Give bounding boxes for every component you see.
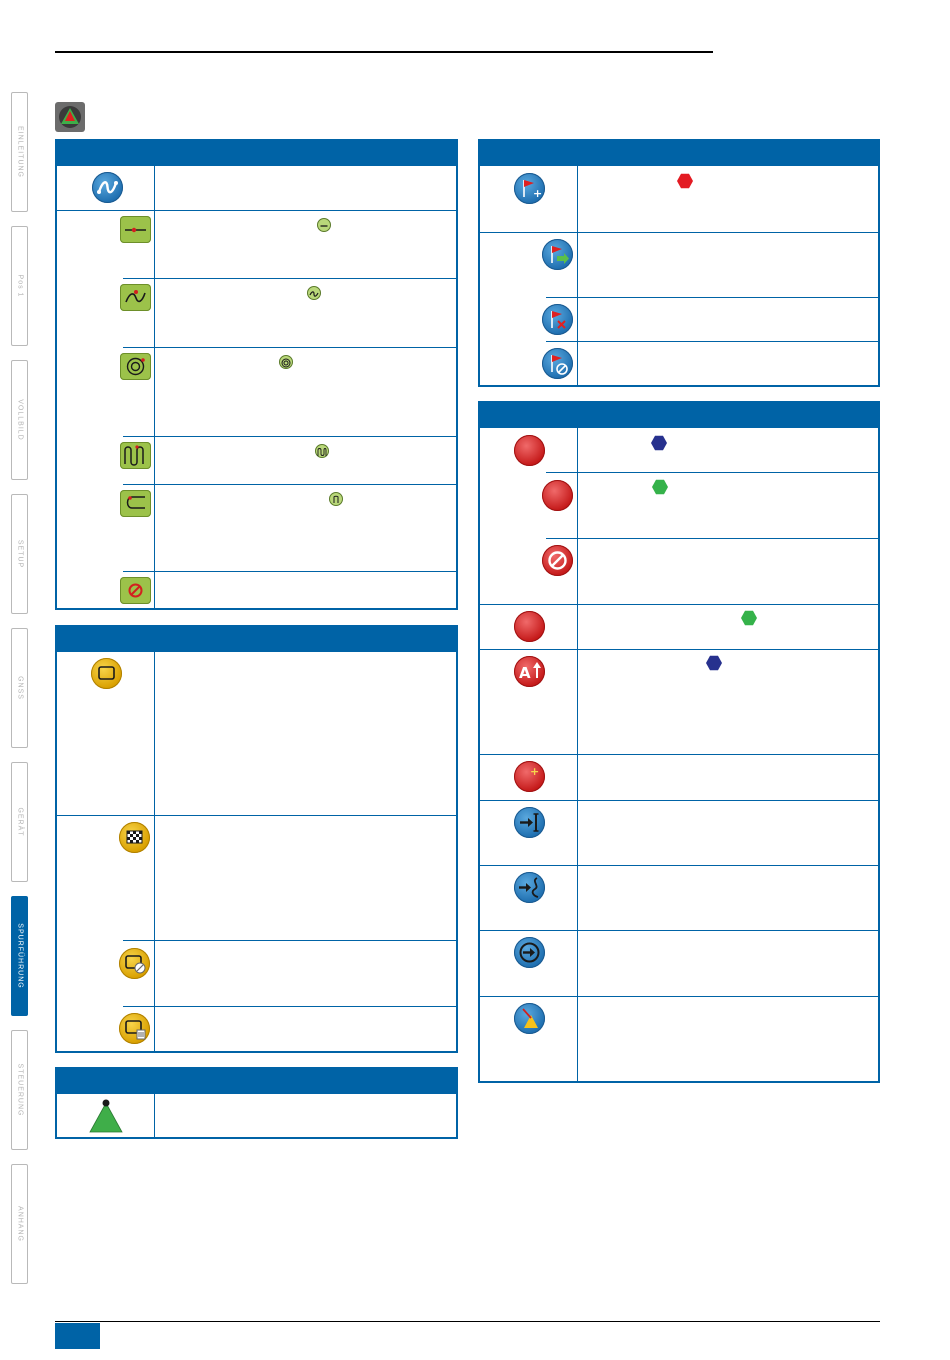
circle-pivot-icon[interactable] <box>120 353 151 380</box>
boundary-table <box>55 625 458 1053</box>
green-hex-indicator <box>652 479 668 495</box>
cancel-boundary-icon[interactable] <box>119 948 150 979</box>
last-pass-small-icon <box>329 492 343 506</box>
side-tab-steuerung[interactable]: STEUERUNG <box>11 1030 28 1150</box>
mark-a-icon[interactable] <box>514 435 545 466</box>
delete-marker-icon[interactable] <box>542 304 573 335</box>
side-tab-vollbild[interactable]: VOLLBILD <box>11 360 28 480</box>
delete-boundary-icon[interactable] <box>119 1013 150 1044</box>
side-tab-anhang[interactable]: ANHANG <box>11 1164 28 1284</box>
marker-navigate-icon[interactable] <box>542 239 573 270</box>
vehicle-triangle-icon <box>89 1099 123 1133</box>
boundary-icon[interactable] <box>91 658 122 689</box>
straight-ab-icon[interactable] <box>120 216 151 243</box>
marker-table: + <box>478 139 880 387</box>
vehicle-table <box>55 1067 458 1139</box>
red-hex-indicator <box>677 173 693 189</box>
straight-ab-small-icon <box>317 218 331 232</box>
svg-text:+: + <box>533 187 542 200</box>
svg-text:+: + <box>530 765 539 778</box>
green-hex-indicator <box>741 610 757 626</box>
table-header <box>480 403 878 428</box>
guidance-mode-table <box>55 139 458 610</box>
curve-small-icon <box>307 286 321 300</box>
adaptive-small-icon <box>315 444 329 458</box>
side-tab-gnss[interactable]: GNSS <box>11 628 28 748</box>
table-header <box>57 1069 456 1094</box>
navy-hex-indicator <box>651 435 667 451</box>
table-header <box>480 141 878 166</box>
return-to-point-icon[interactable] <box>514 937 545 968</box>
table-header <box>57 627 456 652</box>
last-pass-icon[interactable] <box>120 490 151 517</box>
page-number-block <box>55 1323 100 1349</box>
a-plus-nudge-icon[interactable]: A <box>514 656 545 687</box>
footer-rule <box>55 1321 880 1322</box>
finish-boundary-icon[interactable] <box>119 822 150 853</box>
side-tab-spurfuehrung[interactable]: SPURFÜHRUNG <box>11 896 28 1016</box>
steering-icon[interactable] <box>514 1003 545 1034</box>
next-guideline-icon[interactable] <box>514 872 545 903</box>
add-marker-flag-icon[interactable]: + <box>514 173 545 204</box>
adaptive-curve-icon[interactable] <box>120 442 151 469</box>
add-guideline-icon[interactable]: + <box>514 761 545 792</box>
cancel-mark-icon[interactable] <box>542 545 573 576</box>
side-tab-einleitung[interactable]: EINLEITUNG <box>11 92 28 212</box>
side-tab-geraet[interactable]: GERÄT <box>11 762 28 882</box>
pivot-small-icon <box>279 355 293 369</box>
table-header <box>57 141 456 166</box>
navy-hex-indicator <box>706 655 722 671</box>
shift-guideline-icon[interactable] <box>514 807 545 838</box>
a-plus-curve-icon[interactable] <box>120 284 151 311</box>
header-rule <box>55 51 713 53</box>
guidance-triangle-icon <box>55 102 85 132</box>
side-tab-setup[interactable]: SETUP <box>11 494 28 614</box>
cancel-marker-icon[interactable] <box>542 348 573 379</box>
guideline-table: A + <box>478 401 880 1083</box>
set-point-icon[interactable] <box>514 611 545 642</box>
no-guidance-icon[interactable] <box>120 577 151 604</box>
side-tab-pos1[interactable]: Pos 1 <box>11 226 28 346</box>
curve-guidance-icon[interactable] <box>92 172 123 203</box>
svg-text:A: A <box>519 664 531 682</box>
mark-b-icon[interactable] <box>542 480 573 511</box>
